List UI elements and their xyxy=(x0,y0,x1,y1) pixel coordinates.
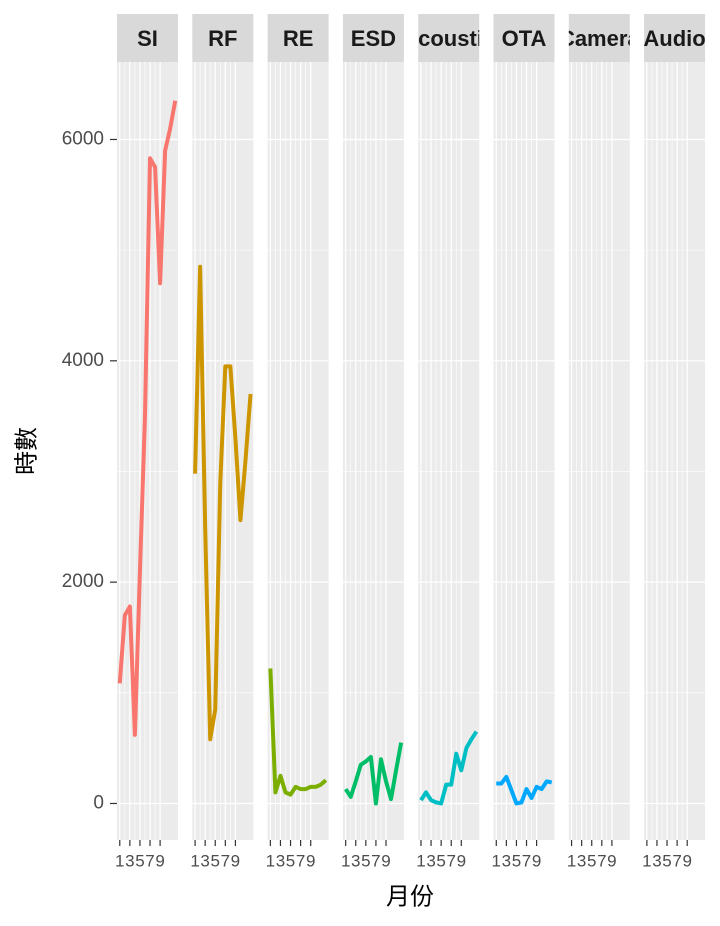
x-tick-label: 7 xyxy=(296,851,305,870)
data-line xyxy=(193,264,253,742)
x-tick-label: 3 xyxy=(125,851,134,870)
x-tick-label: 1 xyxy=(567,851,576,870)
strip xyxy=(568,14,630,62)
x-tick-label: 1 xyxy=(266,851,275,870)
x-tick-label: 3 xyxy=(276,851,285,870)
strip-label: Audio xyxy=(643,26,705,51)
strip xyxy=(644,14,706,62)
x-tick-label: 5 xyxy=(662,851,671,870)
strip-label: OTA xyxy=(502,26,547,51)
x-tick-label: 7 xyxy=(221,851,230,870)
x-tick-label: 5 xyxy=(211,851,220,870)
x-tick-label: 9 xyxy=(306,851,315,870)
strip xyxy=(267,14,329,62)
x-tick-label: 9 xyxy=(231,851,240,870)
y-tick-label: 0 xyxy=(93,792,104,813)
x-tick-label: 3 xyxy=(652,851,661,870)
data-line xyxy=(419,730,479,806)
y-tick-label: 6000 xyxy=(62,128,104,149)
x-tick-label: 5 xyxy=(587,851,596,870)
x-tick-label: 5 xyxy=(436,851,445,870)
y-tick-label: 4000 xyxy=(62,350,104,371)
data-line xyxy=(117,100,178,737)
y-axis-label: 時數 xyxy=(13,427,40,475)
x-tick-label: 7 xyxy=(446,851,455,870)
strip-label: SI xyxy=(137,26,158,51)
data-line xyxy=(343,742,404,806)
x-tick-label: 9 xyxy=(457,851,466,870)
x-axis-label: 月份 xyxy=(386,883,434,910)
x-tick-label: 3 xyxy=(502,851,511,870)
x-tick-label: 5 xyxy=(135,851,144,870)
strip-label: Camera xyxy=(559,26,640,51)
strip xyxy=(117,14,178,62)
y-tick-label: 2000 xyxy=(62,571,104,592)
x-tick-label: 1 xyxy=(190,851,199,870)
strip xyxy=(192,14,254,62)
panel-background xyxy=(342,62,404,840)
x-tick-label: 7 xyxy=(145,851,154,870)
x-tick-label: 1 xyxy=(341,851,350,870)
x-tick-label: 7 xyxy=(597,851,606,870)
x-tick-label: 7 xyxy=(522,851,531,870)
x-tick-label: 9 xyxy=(607,851,616,870)
x-tick-label: 9 xyxy=(682,851,691,870)
panel-background xyxy=(267,62,329,840)
strip xyxy=(493,14,555,62)
x-tick-label: 3 xyxy=(426,851,435,870)
panel-background xyxy=(418,62,480,840)
strip xyxy=(342,14,404,62)
data-line xyxy=(268,668,328,797)
panel-background xyxy=(117,62,178,840)
strip-label: RF xyxy=(208,26,237,51)
x-tick-label: 1 xyxy=(416,851,425,870)
x-tick-label: 9 xyxy=(532,851,541,870)
x-tick-label: 5 xyxy=(512,851,521,870)
x-tick-label: 7 xyxy=(672,851,681,870)
strip-label: ESD xyxy=(351,26,396,51)
panel-background xyxy=(493,62,555,840)
x-tick-label: 3 xyxy=(351,851,360,870)
strip-label: Acoustic xyxy=(402,26,495,51)
x-tick-label: 5 xyxy=(361,851,370,870)
x-tick-label: 5 xyxy=(286,851,295,870)
x-tick-label: 3 xyxy=(577,851,586,870)
panel-background xyxy=(644,62,706,840)
strip xyxy=(418,14,480,62)
x-tick-label: 1 xyxy=(115,851,124,870)
x-tick-label: 9 xyxy=(155,851,164,870)
strip-label: RE xyxy=(283,26,314,51)
data-line xyxy=(496,774,553,806)
x-tick-label: 1 xyxy=(642,851,651,870)
x-tick-label: 9 xyxy=(381,851,390,870)
x-tick-label: 7 xyxy=(371,851,380,870)
panel-background xyxy=(568,62,630,840)
x-tick-label: 3 xyxy=(200,851,209,870)
x-tick-label: 1 xyxy=(492,851,501,870)
